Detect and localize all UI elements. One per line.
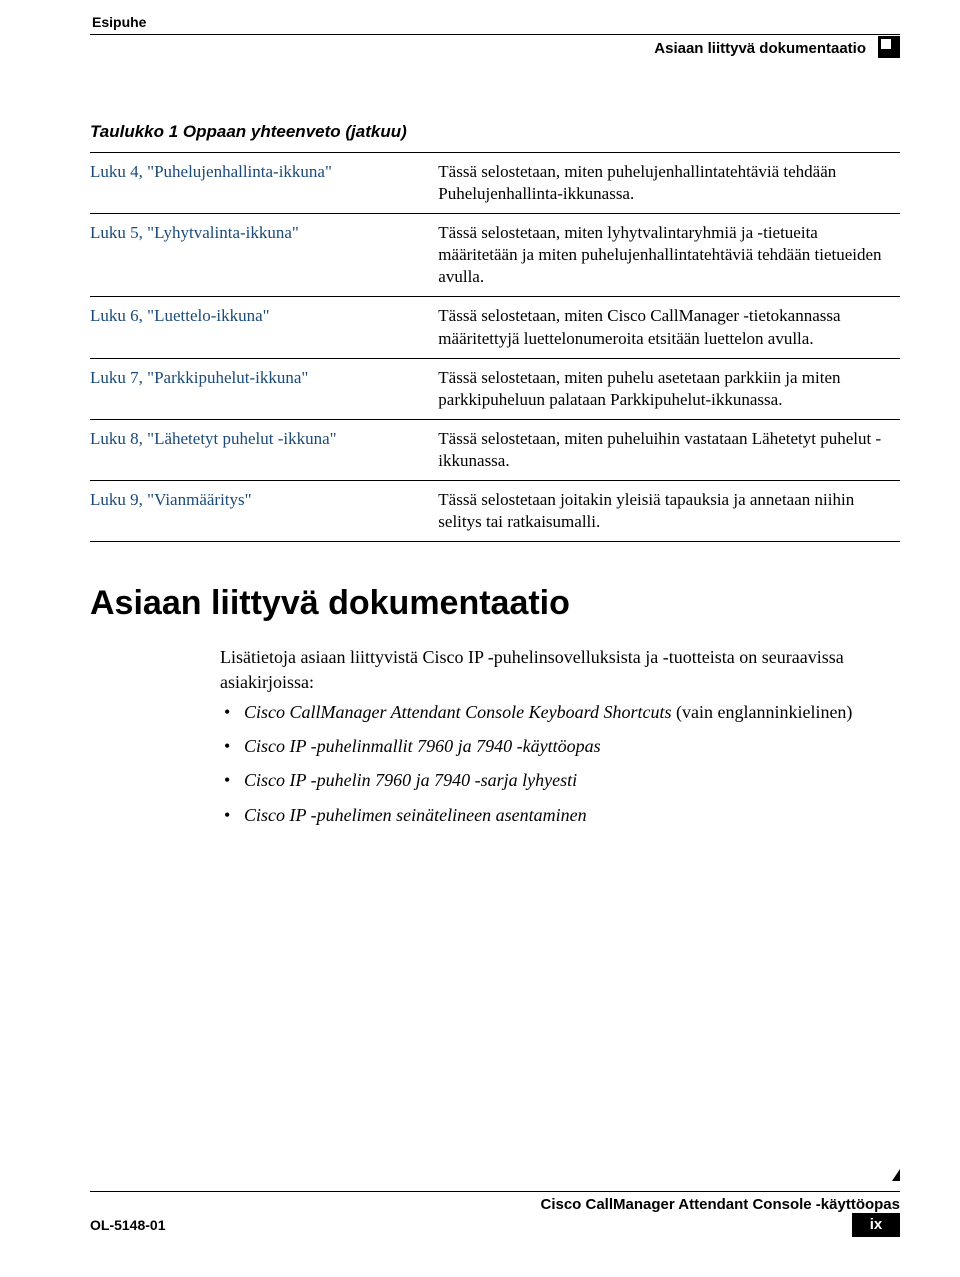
header-ornament-icon (878, 36, 900, 58)
reference-title: Cisco CallManager Attendant Console Keyb… (244, 702, 671, 722)
chapter-description: Tässä selostetaan, miten puheluihin vast… (438, 419, 900, 480)
chapter-link[interactable]: Luku 8, "Lähetetyt puhelut -ikkuna" (90, 419, 438, 480)
reference-tail: (vain englanninkielinen) (671, 702, 852, 722)
section-heading: Asiaan liittyvä dokumentaatio (90, 584, 900, 623)
list-item: Cisco IP -puhelin 7960 ja 7940 -sarja ly… (220, 768, 900, 792)
list-item: Cisco IP -puhelinmallit 7960 ja 7940 -kä… (220, 734, 900, 758)
header-rule (90, 34, 900, 35)
table-row: Luku 5, "Lyhytvalinta-ikkuna"Tässä selos… (90, 214, 900, 297)
table-row: Luku 7, "Parkkipuhelut-ikkuna"Tässä selo… (90, 358, 900, 419)
chapter-link[interactable]: Luku 7, "Parkkipuhelut-ikkuna" (90, 358, 438, 419)
header-right-label: Asiaan liittyvä dokumentaatio (654, 40, 866, 57)
reference-list: Cisco CallManager Attendant Console Keyb… (220, 700, 900, 827)
chapter-description: Tässä selostetaan, miten puhelujenhallin… (438, 153, 900, 214)
list-item: Cisco IP -puhelimen seinätelineen asenta… (220, 803, 900, 827)
header-left-label: Esipuhe (92, 14, 146, 30)
summary-table-section: Taulukko 1 Oppaan yhteenveto (jatkuu) Lu… (90, 122, 900, 542)
footer-ornament-icon (892, 1169, 900, 1181)
footer-rule (90, 1191, 900, 1192)
intro-paragraph: Lisätietoja asiaan liittyvistä Cisco IP … (220, 645, 900, 694)
chapter-description: Tässä selostetaan, miten Cisco CallManag… (438, 297, 900, 358)
table-row: Luku 6, "Luettelo-ikkuna"Tässä selosteta… (90, 297, 900, 358)
chapter-link[interactable]: Luku 5, "Lyhytvalinta-ikkuna" (90, 214, 438, 297)
table-row: Luku 9, "Vianmääritys"Tässä selostetaan … (90, 481, 900, 542)
chapter-description: Tässä selostetaan joitakin yleisiä tapau… (438, 481, 900, 542)
page-header: Esipuhe Asiaan liittyvä dokumentaatio (90, 18, 900, 60)
reference-title: Cisco IP -puhelin 7960 ja 7940 -sarja ly… (244, 770, 577, 790)
chapter-description: Tässä selostetaan, miten puhelu asetetaa… (438, 358, 900, 419)
footer-doc-id: OL-5148-01 (90, 1217, 165, 1233)
reference-title: Cisco IP -puhelimen seinätelineen asenta… (244, 805, 587, 825)
chapter-link[interactable]: Luku 4, "Puhelujenhallinta-ikkuna" (90, 153, 438, 214)
page-number: ix (852, 1213, 900, 1237)
chapter-description: Tässä selostetaan, miten lyhytvalintaryh… (438, 214, 900, 297)
chapter-link[interactable]: Luku 9, "Vianmääritys" (90, 481, 438, 542)
table-row: Luku 8, "Lähetetyt puhelut -ikkuna"Tässä… (90, 419, 900, 480)
reference-title: Cisco IP -puhelinmallit 7960 ja 7940 -kä… (244, 736, 601, 756)
table-caption: Taulukko 1 Oppaan yhteenveto (jatkuu) (90, 122, 900, 142)
section-body: Lisätietoja asiaan liittyvistä Cisco IP … (220, 645, 900, 827)
footer-title: Cisco CallManager Attendant Console -käy… (90, 1196, 900, 1213)
page-footer: Cisco CallManager Attendant Console -käy… (90, 1191, 900, 1241)
chapter-link[interactable]: Luku 6, "Luettelo-ikkuna" (90, 297, 438, 358)
list-item: Cisco CallManager Attendant Console Keyb… (220, 700, 900, 724)
summary-table: Luku 4, "Puhelujenhallinta-ikkuna"Tässä … (90, 152, 900, 542)
table-row: Luku 4, "Puhelujenhallinta-ikkuna"Tässä … (90, 153, 900, 214)
